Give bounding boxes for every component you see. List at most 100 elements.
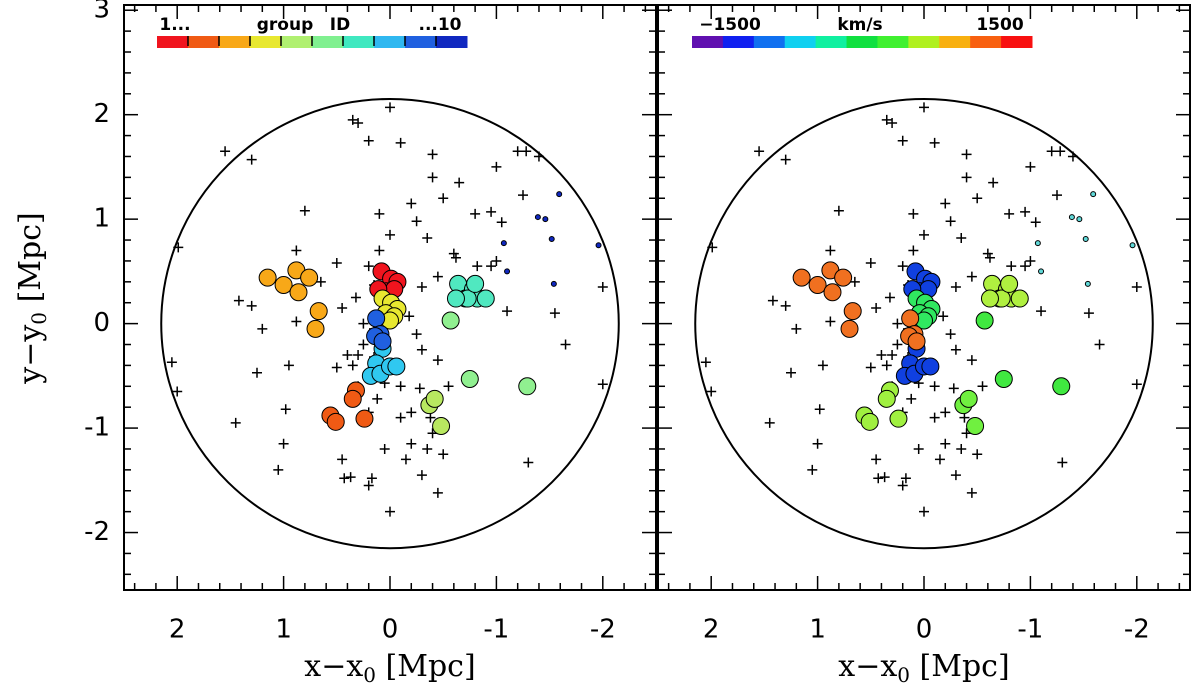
colorbar-cell — [1001, 36, 1033, 48]
colorbar-cell — [157, 36, 189, 48]
field-galaxy — [374, 245, 385, 256]
colorbar-cell — [374, 36, 406, 48]
group-member — [258, 268, 277, 287]
field-galaxy — [956, 443, 967, 454]
colorbar-cell — [815, 36, 848, 48]
field-galaxy — [432, 271, 443, 282]
group-member — [289, 283, 308, 302]
y-axis-label-unit: [Mpc] — [13, 212, 48, 312]
field-galaxy — [950, 344, 961, 355]
field-galaxy — [966, 355, 977, 366]
field-galaxy — [871, 454, 882, 465]
field-galaxy — [345, 472, 356, 483]
x-tick-label: 0 — [382, 615, 399, 645]
field-galaxy — [486, 261, 497, 272]
colorbar-cell — [753, 36, 786, 48]
field-galaxy — [347, 360, 358, 371]
field-galaxy — [427, 172, 438, 183]
field-galaxy — [887, 349, 898, 360]
field-galaxy — [706, 386, 717, 397]
field-galaxy — [438, 193, 449, 204]
field-galaxy — [496, 217, 507, 228]
field-galaxy — [825, 316, 836, 327]
field-galaxy — [416, 344, 427, 355]
x-axis-label-main: x−x — [304, 649, 363, 684]
group-member — [432, 416, 451, 435]
colorbar-cell — [312, 36, 344, 48]
field-galaxy — [246, 154, 257, 165]
group-member — [808, 275, 827, 294]
plot-frame — [657, 4, 1191, 591]
group-member — [274, 275, 293, 294]
field-galaxy — [876, 349, 887, 360]
field-galaxy — [291, 316, 302, 327]
field-galaxy — [767, 295, 778, 306]
field-galaxy — [892, 318, 903, 329]
field-galaxy — [443, 381, 454, 392]
group-member — [367, 309, 386, 328]
field-galaxy — [900, 473, 911, 484]
y-tick-label: 0 — [93, 308, 110, 338]
group-member — [534, 214, 541, 221]
field-galaxy — [707, 242, 718, 253]
field-galaxy — [233, 295, 244, 306]
field-galaxy — [814, 404, 825, 415]
field-galaxy — [486, 206, 497, 217]
y-axis-label-main: y−y — [13, 325, 48, 385]
field-galaxy — [1067, 151, 1078, 162]
field-galaxy — [450, 252, 461, 263]
field-galaxy — [913, 443, 924, 454]
field-galaxy — [358, 318, 369, 329]
field-galaxy — [1131, 282, 1142, 293]
field-galaxy — [379, 443, 390, 454]
x-tick-label: 0 — [916, 615, 933, 645]
field-galaxy — [812, 438, 823, 449]
field-galaxy — [472, 261, 483, 272]
field-galaxy — [919, 229, 929, 240]
field-galaxy — [977, 381, 988, 392]
group-member — [823, 283, 842, 302]
field-galaxy — [950, 282, 961, 293]
field-galaxy — [825, 245, 836, 256]
group-member — [300, 268, 319, 287]
x-axis-label-sub: 0 — [897, 663, 910, 687]
group-member — [1038, 268, 1045, 275]
field-galaxy — [283, 360, 294, 371]
field-galaxy — [929, 137, 940, 148]
field-galaxy — [337, 302, 348, 313]
group-member — [1052, 377, 1071, 396]
field-galaxy — [363, 135, 374, 146]
field-galaxy — [518, 190, 528, 201]
field-galaxy — [257, 323, 268, 334]
group-member — [860, 412, 879, 431]
field-galaxy — [353, 118, 364, 129]
plot-frame — [123, 4, 657, 591]
colorbar-cell — [877, 36, 909, 48]
field-galaxy — [1020, 206, 1031, 217]
field-galaxy — [1083, 308, 1094, 319]
field-galaxy — [1055, 146, 1066, 157]
field-galaxy — [919, 506, 929, 517]
field-galaxy — [385, 229, 395, 240]
field-galaxy — [929, 381, 940, 392]
field-galaxy — [280, 404, 291, 415]
field-galaxy — [331, 362, 342, 373]
field-galaxy — [395, 137, 406, 148]
field-galaxy — [342, 349, 353, 360]
field-galaxy — [172, 386, 183, 397]
field-galaxy — [906, 393, 917, 404]
group-member — [834, 268, 853, 287]
field-galaxy — [940, 438, 951, 449]
field-galaxy — [523, 457, 534, 468]
colorbar-cell — [908, 36, 940, 48]
field-galaxy — [406, 438, 417, 449]
field-galaxy — [385, 102, 395, 113]
y-tick-label: 1 — [93, 204, 110, 234]
group-member — [326, 412, 345, 431]
colorbar-cell — [188, 36, 220, 48]
field-galaxy — [521, 146, 532, 157]
field-galaxy — [299, 205, 310, 216]
y-tick-label: -2 — [84, 517, 110, 547]
field-galaxy — [956, 232, 967, 243]
field-galaxy — [358, 339, 369, 350]
